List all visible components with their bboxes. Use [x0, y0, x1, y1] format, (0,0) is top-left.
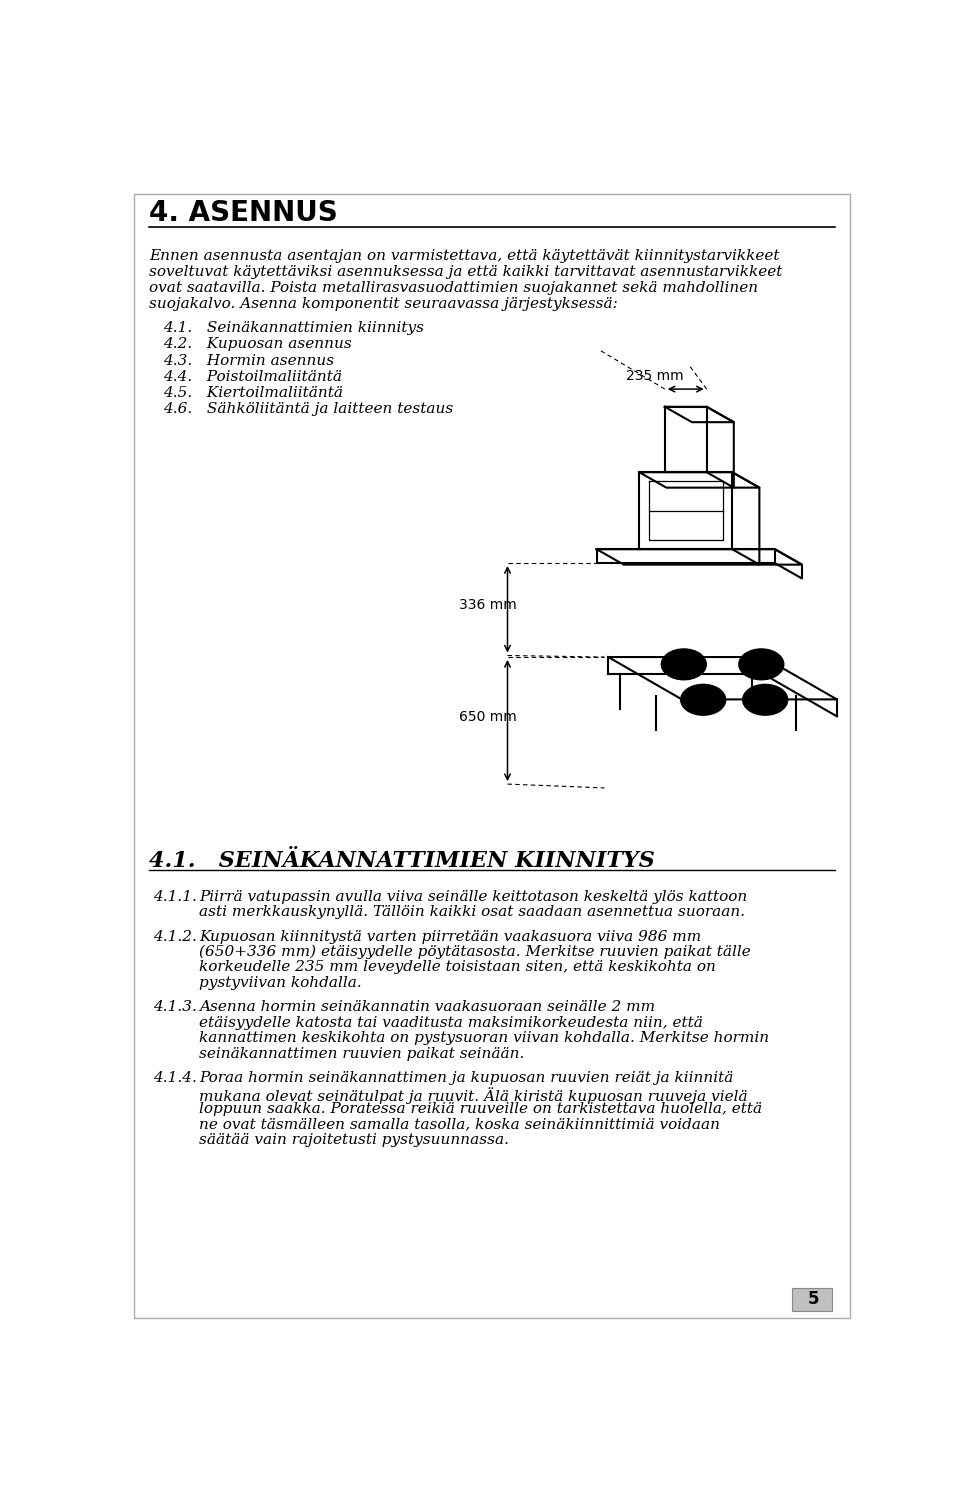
- Text: soveltuvat käytettäviksi asennuksessa ja että kaikki tarvittavat asennustarvikke: soveltuvat käytettäviksi asennuksessa ja…: [150, 265, 782, 278]
- Text: 4.1.4.: 4.1.4.: [153, 1072, 197, 1085]
- Text: 4.1.3.: 4.1.3.: [153, 1000, 197, 1015]
- Text: 4.5.   Kiertoilmaliitäntä: 4.5. Kiertoilmaliitäntä: [162, 386, 343, 400]
- Ellipse shape: [681, 684, 726, 716]
- Text: 650 mm: 650 mm: [460, 710, 517, 723]
- Text: 4.2.   Kupuosan asennus: 4.2. Kupuosan asennus: [162, 337, 351, 352]
- Text: korkeudelle 235 mm leveydelle toisistaan siten, että keskikohta on: korkeudelle 235 mm leveydelle toisistaan…: [199, 961, 716, 975]
- Text: etäisyydelle katosta tai vaaditusta maksimikorkeudesta niin, että: etäisyydelle katosta tai vaaditusta maks…: [199, 1016, 703, 1030]
- Bar: [792, 1287, 832, 1311]
- Text: (650+336 mm) etäisyydelle pöytätasosta. Merkitse ruuvien paikat tälle: (650+336 mm) etäisyydelle pöytätasosta. …: [199, 945, 751, 960]
- Text: Poraa hormin seinäkannattimen ja kupuosan ruuvien reiät ja kiinnitä: Poraa hormin seinäkannattimen ja kupuosa…: [199, 1072, 733, 1085]
- Text: 5: 5: [808, 1290, 820, 1308]
- Text: mukana olevat seinätulpat ja ruuvit. Älä kiristä kupuosan ruuveja vielä: mukana olevat seinätulpat ja ruuvit. Älä…: [199, 1087, 748, 1103]
- Text: ne ovat täsmälleen samalla tasolla, koska seinäkiinnittimiä voidaan: ne ovat täsmälleen samalla tasolla, kosk…: [199, 1117, 720, 1132]
- Text: pystyviivan kohdalla.: pystyviivan kohdalla.: [199, 976, 362, 990]
- Text: säätää vain rajoitetusti pystysuunnassa.: säätää vain rajoitetusti pystysuunnassa.: [199, 1133, 509, 1147]
- Ellipse shape: [739, 650, 783, 680]
- Text: 4. ASENNUS: 4. ASENNUS: [150, 199, 338, 228]
- Text: suojakalvo. Asenna komponentit seuraavassa järjestyksessä:: suojakalvo. Asenna komponentit seuraavas…: [150, 298, 618, 311]
- Ellipse shape: [743, 684, 787, 716]
- Text: kannattimen keskikohta on pystysuoran viivan kohdalla. Merkitse hormin: kannattimen keskikohta on pystysuoran vi…: [199, 1031, 769, 1045]
- Text: Asenna hormin seinäkannatin vaakasuoraan seinälle 2 mm: Asenna hormin seinäkannatin vaakasuoraan…: [199, 1000, 655, 1015]
- Text: 4.1.2.: 4.1.2.: [153, 930, 197, 943]
- Text: 4.1.   SEINÄKANNATTIMIEN KIINNITYS: 4.1. SEINÄKANNATTIMIEN KIINNITYS: [150, 849, 656, 871]
- Text: asti merkkauskynyllä. Tällöin kaikki osat saadaan asennettua suoraan.: asti merkkauskynyllä. Tällöin kaikki osa…: [199, 906, 745, 919]
- Text: Piirrä vatupassin avulla viiva seinälle keittotason keskeltä ylös kattoon: Piirrä vatupassin avulla viiva seinälle …: [199, 889, 747, 904]
- Ellipse shape: [661, 650, 707, 680]
- Text: 336 mm: 336 mm: [460, 599, 517, 612]
- Text: seinäkannattimen ruuvien paikat seinään.: seinäkannattimen ruuvien paikat seinään.: [199, 1046, 524, 1061]
- Text: loppuun saakka. Poratessa reikiä ruuveille on tarkistettava huolella, että: loppuun saakka. Poratessa reikiä ruuveil…: [199, 1102, 762, 1117]
- Text: 4.4.   Poistoilmaliitäntä: 4.4. Poistoilmaliitäntä: [162, 370, 342, 383]
- Text: 4.1.   Seinäkannattimien kiinnitys: 4.1. Seinäkannattimien kiinnitys: [162, 322, 423, 335]
- Text: 4.1.1.: 4.1.1.: [153, 889, 197, 904]
- Text: Ennen asennusta asentajan on varmistettava, että käytettävät kiinnitystarvikkeet: Ennen asennusta asentajan on varmistetta…: [150, 249, 780, 263]
- Text: ovat saatavilla. Poista metallirasvasuodattimien suojakannet sekä mahdollinen: ovat saatavilla. Poista metallirasvasuod…: [150, 281, 758, 295]
- Text: 235 mm: 235 mm: [626, 368, 684, 383]
- Text: 4.3.   Hormin asennus: 4.3. Hormin asennus: [162, 353, 334, 368]
- Text: Kupuosan kiinnitystä varten piirretään vaakasuora viiva 986 mm: Kupuosan kiinnitystä varten piirretään v…: [199, 930, 702, 943]
- Text: 4.6.   Sähköliitäntä ja laitteen testaus: 4.6. Sähköliitäntä ja laitteen testaus: [162, 403, 453, 416]
